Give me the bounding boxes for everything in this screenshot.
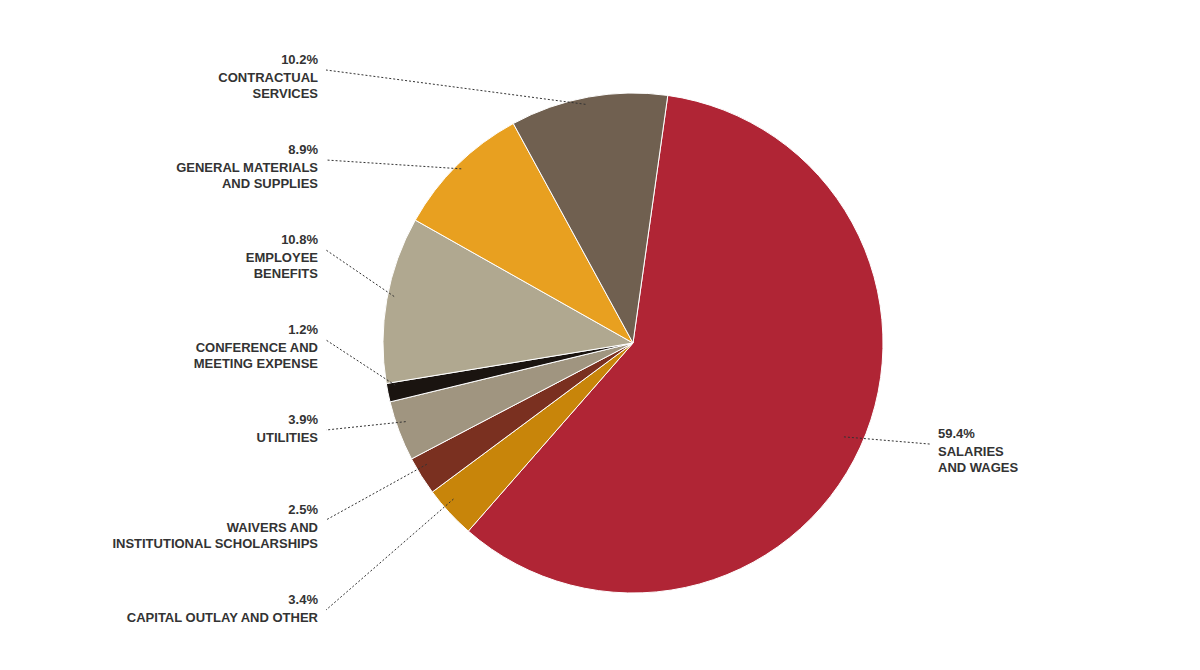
svg-text:3.4%: 3.4% bbox=[288, 592, 318, 607]
svg-text:CONFERENCE ANDMEETING EXPENSE: CONFERENCE ANDMEETING EXPENSE bbox=[194, 340, 319, 371]
svg-text:10.8%: 10.8% bbox=[281, 232, 318, 247]
svg-text:CAPITAL OUTLAY AND OTHER: CAPITAL OUTLAY AND OTHER bbox=[127, 610, 319, 625]
svg-text:WAIVERS ANDINSTITUTIONAL SCHOL: WAIVERS ANDINSTITUTIONAL SCHOLARSHIPS bbox=[112, 520, 318, 551]
svg-text:SALARIESAND WAGES: SALARIESAND WAGES bbox=[938, 444, 1019, 475]
svg-text:10.2%: 10.2% bbox=[281, 52, 318, 67]
svg-text:1.2%: 1.2% bbox=[288, 322, 318, 337]
svg-text:59.4%: 59.4% bbox=[938, 426, 975, 441]
svg-text:CONTRACTUALSERVICES: CONTRACTUALSERVICES bbox=[218, 70, 318, 101]
svg-text:UTILITIES: UTILITIES bbox=[257, 430, 319, 445]
svg-text:3.9%: 3.9% bbox=[288, 412, 318, 427]
svg-text:EMPLOYEEBENEFITS: EMPLOYEEBENEFITS bbox=[246, 250, 319, 281]
svg-text:GENERAL MATERIALSAND SUPPLIES: GENERAL MATERIALSAND SUPPLIES bbox=[176, 160, 318, 191]
svg-text:2.5%: 2.5% bbox=[288, 502, 318, 517]
svg-text:8.9%: 8.9% bbox=[288, 142, 318, 157]
